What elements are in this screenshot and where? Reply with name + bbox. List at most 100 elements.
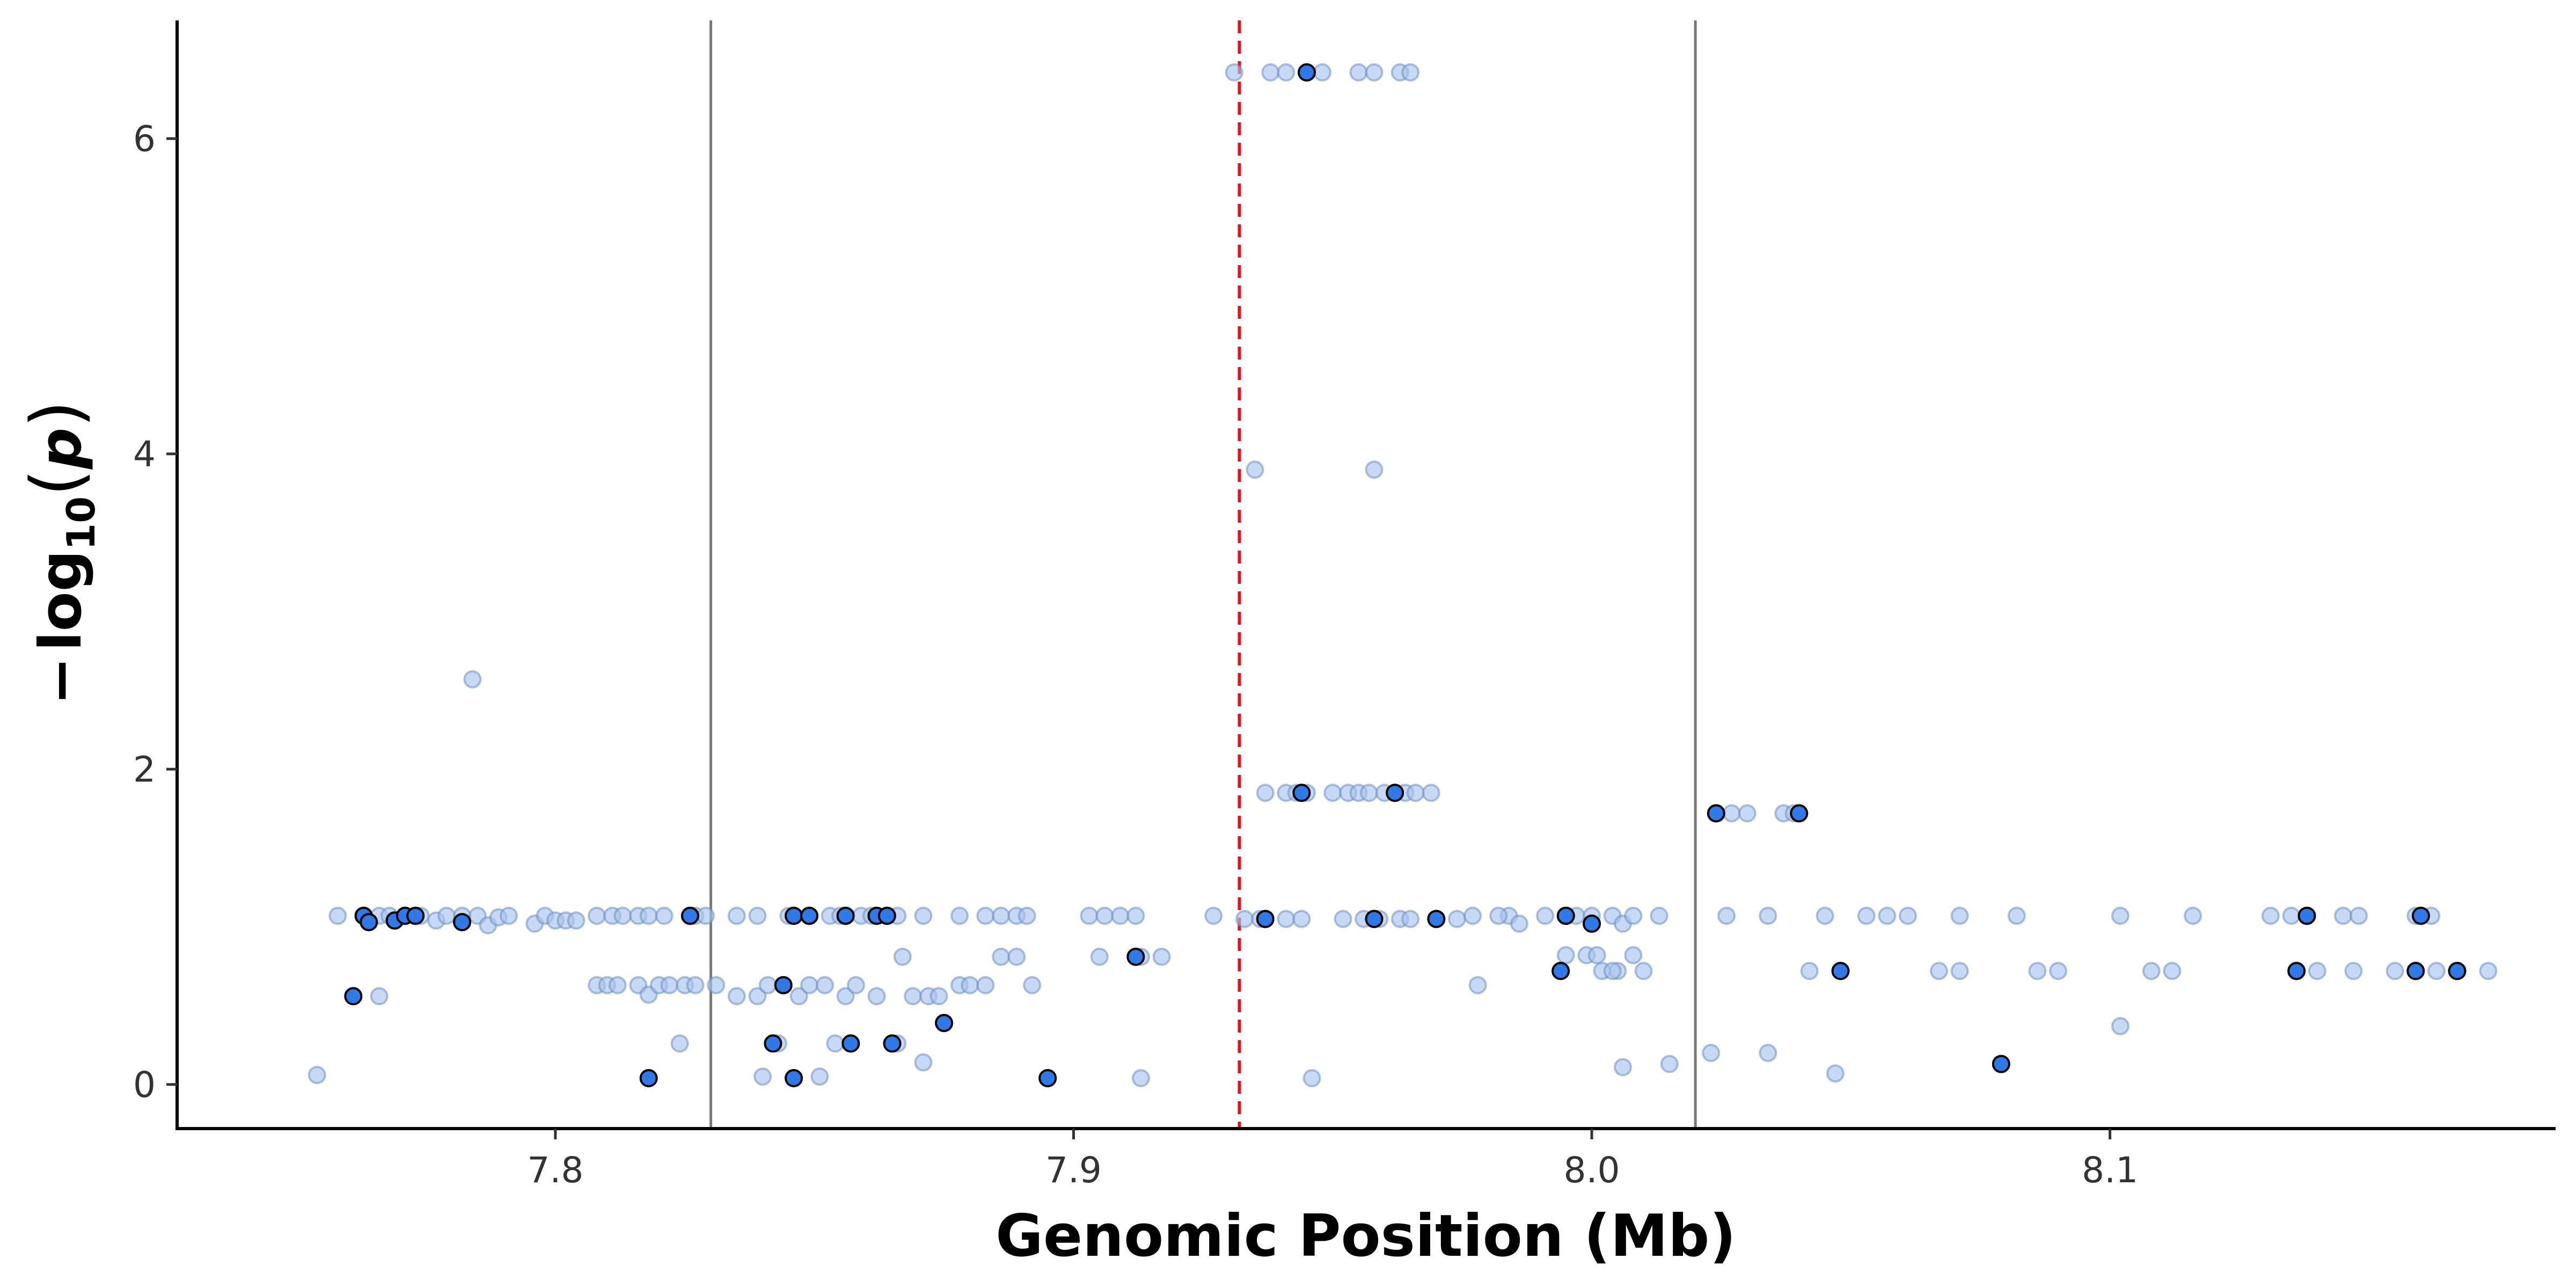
data-point — [1738, 804, 1757, 823]
data-point — [639, 1069, 658, 1088]
data-point — [1800, 962, 1819, 980]
data-point — [930, 987, 948, 1006]
data-point — [437, 906, 456, 925]
data-point — [846, 976, 865, 994]
data-point — [1365, 910, 1384, 928]
data-point — [1277, 910, 1296, 928]
reference-lines — [709, 20, 1697, 1129]
data-point — [800, 976, 819, 994]
data-point — [1334, 910, 1352, 928]
data-point — [1406, 784, 1425, 802]
data-point — [655, 906, 674, 925]
data-point — [453, 913, 472, 932]
data-point — [992, 906, 1011, 925]
y-axis-title-log: log — [27, 550, 94, 652]
data-point — [1277, 63, 1296, 82]
data-point — [1007, 947, 1026, 966]
data-point — [1536, 906, 1555, 925]
data-point — [2448, 962, 2467, 980]
data-point — [2111, 1017, 2129, 1036]
data-point — [914, 906, 933, 925]
data-point — [836, 987, 855, 1006]
data-point — [1038, 1069, 1057, 1088]
data-point — [2282, 906, 2301, 925]
data-point — [1023, 976, 1042, 994]
data-point — [660, 976, 679, 994]
data-point — [1256, 910, 1275, 928]
data-point — [567, 911, 586, 930]
data-point — [815, 976, 834, 994]
data-point — [707, 976, 726, 994]
data-point — [463, 670, 482, 689]
data-point — [696, 906, 715, 925]
data-point — [1790, 804, 1809, 823]
data-point — [836, 906, 855, 925]
data-point — [344, 987, 363, 1006]
data-point — [2297, 906, 2316, 925]
data-point — [1660, 1055, 1679, 1073]
x-tick-label: 8.0 — [1564, 1150, 1620, 1191]
data-point — [406, 906, 425, 925]
data-point — [608, 976, 627, 994]
x-tick-label: 7.8 — [527, 1150, 583, 1191]
data-point — [613, 906, 632, 925]
data-point — [2049, 962, 2068, 980]
data-point — [370, 987, 389, 1006]
data-point — [1261, 63, 1280, 82]
data-point — [1246, 460, 1264, 479]
data-point — [1468, 976, 1487, 994]
data-point — [753, 1067, 772, 1086]
y-tick-label: 2 — [133, 749, 156, 790]
y-axis-title-close-paren: ) — [16, 400, 97, 428]
data-point — [904, 987, 923, 1006]
data-point — [2479, 962, 2498, 980]
data-point — [1510, 914, 1528, 933]
data-point — [2344, 962, 2363, 980]
data-point — [841, 1034, 860, 1053]
data-point — [727, 987, 746, 1006]
y-tick-label: 0 — [133, 1064, 156, 1106]
data-point — [748, 906, 767, 925]
data-point — [1650, 906, 1668, 925]
data-point — [867, 987, 886, 1006]
data-point — [588, 906, 606, 925]
data-point — [2350, 906, 2368, 925]
y-axis-title-subscript: 10 — [58, 496, 104, 550]
data-point — [914, 1053, 933, 1072]
data-point — [1080, 906, 1099, 925]
data-point — [1950, 962, 1969, 980]
data-point — [1950, 906, 1969, 925]
y-tick-label: 4 — [133, 434, 156, 475]
data-point — [826, 1034, 845, 1053]
data-point — [1204, 906, 1223, 925]
data-point — [1302, 1069, 1321, 1088]
data-point — [758, 976, 777, 994]
data-point — [686, 976, 705, 994]
data-point — [1422, 784, 1440, 802]
data-point — [1587, 946, 1606, 964]
data-point — [360, 913, 378, 932]
data-point — [785, 906, 803, 925]
data-point — [992, 947, 1011, 966]
data-point — [2411, 906, 2430, 925]
data-point — [1878, 906, 1897, 925]
data-point — [1489, 906, 1508, 925]
data-point — [2287, 962, 2306, 980]
data-point — [800, 906, 819, 925]
data-point — [2163, 962, 2182, 980]
data-point — [1131, 1069, 1150, 1088]
data-point — [1624, 946, 1643, 964]
data-point — [639, 906, 658, 925]
data-point — [950, 906, 969, 925]
data-point — [2028, 962, 2047, 980]
data-point — [1292, 784, 1311, 802]
data-point — [1447, 910, 1466, 928]
data-point — [1235, 910, 1254, 928]
data-point — [1256, 784, 1275, 802]
data-point — [883, 1034, 902, 1053]
data-point — [810, 1067, 829, 1086]
y-axis-title-open-paren: ( — [16, 469, 97, 496]
data-point — [1349, 63, 1368, 82]
